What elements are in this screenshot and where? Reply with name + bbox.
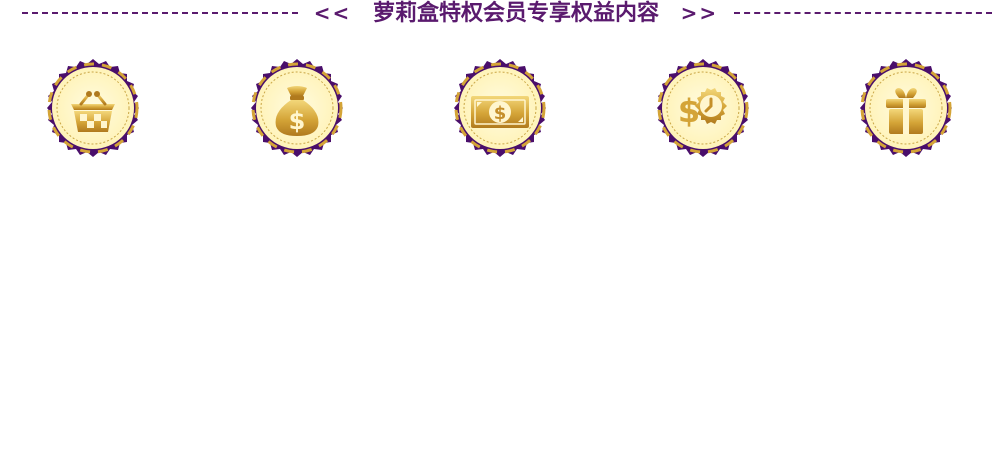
money-bag-icon: $ — [249, 57, 345, 159]
shopping-basket-icon — [45, 57, 141, 159]
svg-text:$: $ — [678, 92, 700, 130]
section-title: << 萝莉盒特权会员专享权益内容 >> — [298, 0, 734, 26]
section-title-text: 萝莉盒特权会员专享权益内容 — [372, 1, 659, 26]
svg-text:$: $ — [289, 107, 306, 135]
benefit-badge-gift[interactable] — [852, 56, 960, 164]
benefit-badge-money-bag[interactable]: $ — [243, 56, 351, 164]
right-arrows: >> — [680, 1, 719, 25]
banknote-icon: $ — [452, 57, 548, 159]
right-dashed-divider — [734, 12, 992, 14]
gift-box-icon — [858, 57, 954, 159]
benefit-badge-shopping[interactable] — [39, 56, 147, 164]
benefit-badge-cash[interactable]: $ — [446, 56, 554, 164]
left-dashed-divider — [22, 12, 298, 14]
svg-text:$: $ — [494, 103, 507, 124]
benefit-badges: $ $ $ — [0, 56, 1000, 164]
dollar-clock-icon: $ — [655, 57, 751, 159]
section-header: << 萝莉盒特权会员专享权益内容 >> — [0, 0, 1000, 28]
benefit-badge-savings[interactable]: $ — [649, 56, 757, 164]
left-arrows: << — [313, 1, 352, 25]
